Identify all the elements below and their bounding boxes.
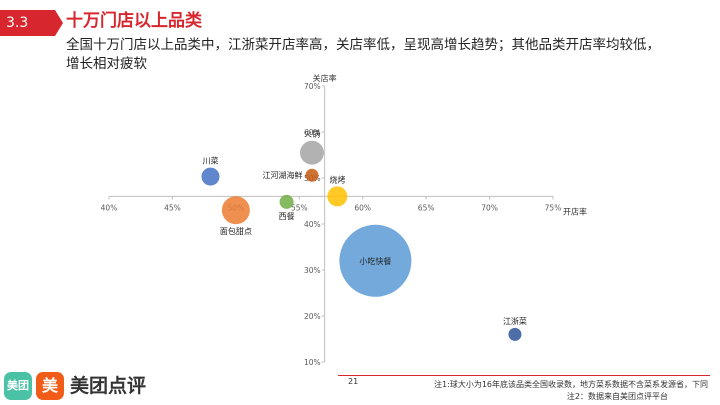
y-tick-label: 10% xyxy=(304,358,321,367)
y-tick-label: 20% xyxy=(304,312,321,321)
dianping-logo-icon: 美 xyxy=(36,372,64,400)
y-axis-title: 关店率 xyxy=(313,73,337,83)
page-title: 十万门店以上品类 xyxy=(66,11,202,31)
bubble-label: 烧烤 xyxy=(329,174,345,184)
section-badge: 3.3 xyxy=(0,10,55,36)
footnote-2: 注2：数据来自美团点评平台 xyxy=(566,392,668,401)
bubble-label: 面包甜点 xyxy=(220,226,252,236)
section-badge-arrow xyxy=(55,10,63,36)
bubble-label: 火锅 xyxy=(304,129,320,139)
footer-divider xyxy=(338,375,710,376)
bubble-label: 西餐 xyxy=(279,212,295,221)
bubble xyxy=(508,327,522,341)
bubble xyxy=(279,194,294,209)
x-tick-label: 60% xyxy=(354,203,371,212)
bubble-label: 江河湖海鲜 xyxy=(262,170,302,180)
x-tick-label: 40% xyxy=(101,203,118,212)
brand-logo-text: 美团点评 xyxy=(70,375,147,397)
x-tick-label: 70% xyxy=(481,203,498,212)
x-tick-label: 55% xyxy=(291,203,308,212)
bubble-label: 川菜 xyxy=(202,156,218,166)
footnote-1: 注1:球大小为16年底该品类全国收录数，地方菜系数据不含菜系发源省，下同 xyxy=(434,380,708,389)
y-tick-label: 40% xyxy=(304,220,321,229)
bubble xyxy=(339,224,412,297)
y-tick-label: 60% xyxy=(304,128,321,137)
x-tick-label: 45% xyxy=(164,203,181,212)
bubble xyxy=(221,196,250,225)
bubble xyxy=(201,167,220,186)
page-subtitle: 全国十万门店以上品类中，江浙菜开店率高，关店率低，呈现高增长趋势；其他品类开店率… xyxy=(66,37,660,72)
y-tick-label: 30% xyxy=(304,266,321,275)
bubble xyxy=(327,186,348,207)
bubble xyxy=(305,168,319,182)
bubble xyxy=(299,140,324,165)
x-axis-title: 开店率 xyxy=(563,206,587,216)
x-tick-label: 75% xyxy=(545,203,562,212)
bubble-label: 小吃快餐 xyxy=(359,256,391,266)
page-number: 21 xyxy=(348,377,359,386)
y-tick-label: 70% xyxy=(304,82,321,91)
x-tick-label: 65% xyxy=(418,203,435,212)
bubble-label: 江浙菜 xyxy=(503,316,527,326)
meituan-logo-icon: 美团 xyxy=(4,372,32,400)
